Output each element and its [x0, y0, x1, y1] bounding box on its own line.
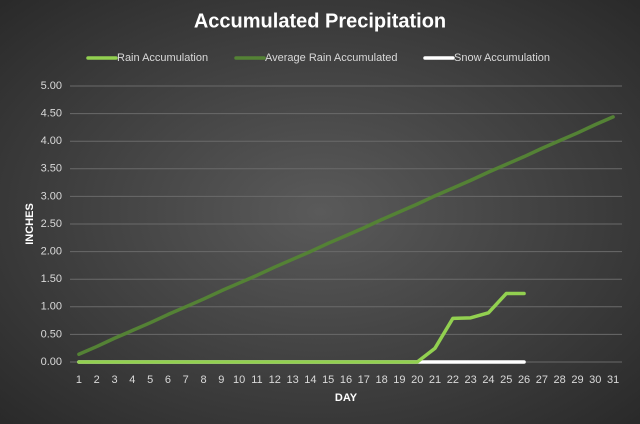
x-tick-label: 24: [482, 374, 494, 386]
x-tick-label: 7: [183, 374, 189, 386]
x-tick-label: 15: [322, 374, 334, 386]
y-tick-label: 2.50: [41, 218, 62, 230]
x-tick-label: 8: [200, 374, 206, 386]
legend-label: Snow Accumulation: [454, 52, 550, 64]
data-line: [77, 291, 526, 364]
y-tick-label: 0.00: [41, 356, 62, 368]
chart-title: Accumulated Precipitation: [194, 10, 446, 32]
legend-label: Average Rain Accumulated: [265, 52, 398, 64]
x-tick-label: 6: [165, 374, 171, 386]
y-tick-label: 3.00: [41, 190, 62, 202]
x-tick-label: 10: [233, 374, 245, 386]
x-axis-title: DAY: [335, 392, 358, 404]
x-tick-label: 21: [429, 374, 441, 386]
y-tick-label: 1.50: [41, 273, 62, 285]
x-tick-label: 13: [286, 374, 298, 386]
x-tick-label: 16: [340, 374, 352, 386]
x-tick-label: 22: [447, 374, 459, 386]
x-tick-label: 9: [218, 374, 224, 386]
y-tick-label: 1.00: [41, 301, 62, 313]
x-tick-label: 4: [129, 374, 135, 386]
x-tick-label: 3: [111, 374, 117, 386]
x-tick-label: 2: [94, 374, 100, 386]
y-axis-title: INCHES: [24, 203, 36, 245]
x-tick-label: 26: [518, 374, 530, 386]
y-tick-label: 5.00: [41, 80, 62, 92]
x-tick-label: 28: [554, 374, 566, 386]
y-tick-label: 3.50: [41, 163, 62, 175]
y-tick-label: 4.50: [41, 108, 62, 120]
legend-label: Rain Accumulation: [117, 52, 208, 64]
x-tick-label: 17: [358, 374, 370, 386]
x-tick-label: 25: [500, 374, 512, 386]
y-tick-label: 0.50: [41, 328, 62, 340]
x-tick-label: 31: [607, 374, 619, 386]
x-tick-label: 27: [536, 374, 548, 386]
x-tick-label: 19: [393, 374, 405, 386]
x-tick-label: 23: [465, 374, 477, 386]
x-tick-label: 14: [304, 374, 316, 386]
y-tick-label: 4.00: [41, 135, 62, 147]
y-tick-label: 2.00: [41, 246, 62, 258]
x-tick-label: 5: [147, 374, 153, 386]
x-tick-label: 18: [375, 374, 387, 386]
x-tick-label: 30: [589, 374, 601, 386]
x-tick-label: 11: [251, 374, 262, 386]
x-tick-label: 29: [571, 374, 583, 386]
x-tick-label: 1: [76, 374, 82, 386]
data-line: [77, 115, 615, 357]
x-tick-label: 12: [269, 374, 281, 386]
x-tick-label: 20: [411, 374, 423, 386]
